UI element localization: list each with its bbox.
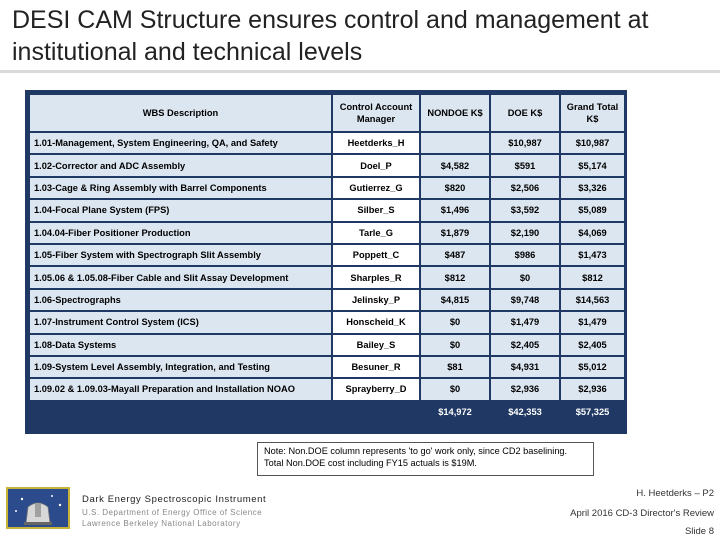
wbs-description: 1.03-Cage & Ring Assembly with Barrel Co… <box>30 177 331 199</box>
wbs-description: 1.05.06 & 1.05.08-Fiber Cable and Slit A… <box>30 267 331 288</box>
table-row: 1.06-Spectrographs Jelinsky_P $4,815 $9,… <box>30 289 624 311</box>
cam-table: WBS Description Control Account Manager … <box>28 93 626 424</box>
nondoe-value: $820 <box>421 177 489 199</box>
author: H. Heetderks – P2 <box>636 488 714 499</box>
nondoe-value: $0 <box>421 379 489 400</box>
grand-total-value: $10,987 <box>561 133 624 154</box>
grand-total-value: $5,174 <box>561 155 624 176</box>
manager: Doel_P <box>333 155 419 176</box>
manager: Bailey_S <box>333 334 419 355</box>
nondoe-total: $14,972 <box>421 401 489 423</box>
wbs-description: 1.09-System Level Assembly, Integration,… <box>30 356 331 378</box>
grand-total-value: $5,089 <box>561 200 624 221</box>
grand-total-value: $2,405 <box>561 334 624 355</box>
manager: Gutierrez_G <box>333 177 419 199</box>
nondoe-value: $487 <box>421 244 489 266</box>
doe-value: $9,748 <box>491 289 559 311</box>
doe-total: $42,353 <box>491 401 559 423</box>
table-header-row: WBS Description Control Account Manager … <box>30 95 624 131</box>
doe-value: $591 <box>491 155 559 176</box>
nondoe-value: $0 <box>421 312 489 333</box>
manager: Sprayberry_D <box>333 379 419 400</box>
grand-total-value: $4,069 <box>561 222 624 243</box>
header-doe: DOE K$ <box>491 95 559 131</box>
wbs-description: 1.07-Instrument Control System (ICS) <box>30 312 331 333</box>
event: April 2016 CD-3 Director's Review <box>570 508 714 519</box>
wbs-description: 1.01-Management, System Engineering, QA,… <box>30 133 331 154</box>
header-grand-total: Grand Total K$ <box>561 95 624 131</box>
nondoe-value: $0 <box>421 334 489 355</box>
manager: Jelinsky_P <box>333 289 419 311</box>
doe-value: $2,405 <box>491 334 559 355</box>
nondoe-value: $81 <box>421 356 489 378</box>
doe-value: $0 <box>491 267 559 288</box>
doe-value: $2,190 <box>491 222 559 243</box>
table-row: 1.07-Instrument Control System (ICS) Hon… <box>30 312 624 333</box>
table-row: 1.03-Cage & Ring Assembly with Barrel Co… <box>30 177 624 199</box>
doe-value: $2,506 <box>491 177 559 199</box>
totals-spacer <box>30 401 331 423</box>
totals-row: $14,972 $42,353 $57,325 <box>30 401 624 423</box>
table-row: 1.05.06 & 1.05.08-Fiber Cable and Slit A… <box>30 267 624 288</box>
header-wbs-description: WBS Description <box>30 95 331 131</box>
doe-value: $3,592 <box>491 200 559 221</box>
manager: Heetderks_H <box>333 133 419 154</box>
nondoe-value <box>421 133 489 154</box>
slide-number: Slide 8 <box>684 526 714 537</box>
grand-total: $57,325 <box>561 401 624 423</box>
nondoe-value: $4,815 <box>421 289 489 311</box>
doe-office: U.S. Department of Energy Office of Scie… <box>82 508 263 517</box>
org-name: Dark Energy Spectroscopic Instrument <box>82 494 267 505</box>
nondoe-value: $1,496 <box>421 200 489 221</box>
manager: Sharples_R <box>333 267 419 288</box>
nondoe-value: $812 <box>421 267 489 288</box>
wbs-description: 1.08-Data Systems <box>30 334 331 355</box>
doe-value: $1,479 <box>491 312 559 333</box>
table-row: 1.04-Focal Plane System (FPS) Silber_S $… <box>30 200 624 221</box>
nondoe-value: $4,582 <box>421 155 489 176</box>
wbs-description: 1.04-Focal Plane System (FPS) <box>30 200 331 221</box>
wbs-description: 1.06-Spectrographs <box>30 289 331 311</box>
doe-value: $986 <box>491 244 559 266</box>
grand-total-value: $812 <box>561 267 624 288</box>
grand-total-value: $2,936 <box>561 379 624 400</box>
title-divider <box>0 70 720 73</box>
wbs-description: 1.02-Corrector and ADC Assembly <box>30 155 331 176</box>
grand-total-value: $14,563 <box>561 289 624 311</box>
manager: Poppett_C <box>333 244 419 266</box>
grand-total-value: $3,326 <box>561 177 624 199</box>
nondoe-value: $1,879 <box>421 222 489 243</box>
cost-note: Note: Non.DOE column represents 'to go' … <box>257 442 594 476</box>
manager: Honscheid_K <box>333 312 419 333</box>
table-row: 1.01-Management, System Engineering, QA,… <box>30 133 624 154</box>
doe-value: $2,936 <box>491 379 559 400</box>
header-control-account-manager: Control Account Manager <box>333 95 419 131</box>
table-row: 1.04.04-Fiber Positioner Production Tarl… <box>30 222 624 243</box>
wbs-description: 1.09.02 & 1.09.03-Mayall Preparation and… <box>30 379 331 400</box>
desi-logo <box>6 487 70 529</box>
header-nondoe: NONDOE K$ <box>421 95 489 131</box>
manager: Silber_S <box>333 200 419 221</box>
slide-title: DESI CAM Structure ensures control and m… <box>12 6 649 66</box>
table-row: 1.05-Fiber System with Spectrograph Slit… <box>30 244 624 266</box>
table-row: 1.09.02 & 1.09.03-Mayall Preparation and… <box>30 379 624 400</box>
manager: Tarle_G <box>333 222 419 243</box>
totals-spacer <box>333 401 419 423</box>
doe-value: $10,987 <box>491 133 559 154</box>
wbs-description: 1.04.04-Fiber Positioner Production <box>30 222 331 243</box>
grand-total-value: $5,012 <box>561 356 624 378</box>
cam-table-frame: WBS Description Control Account Manager … <box>25 90 627 434</box>
grand-total-value: $1,479 <box>561 312 624 333</box>
table-row: 1.09-System Level Assembly, Integration,… <box>30 356 624 378</box>
table-row: 1.08-Data Systems Bailey_S $0 $2,405 $2,… <box>30 334 624 355</box>
telescope-icon <box>8 489 68 527</box>
manager: Besuner_R <box>333 356 419 378</box>
table-row: 1.02-Corrector and ADC Assembly Doel_P $… <box>30 155 624 176</box>
grand-total-value: $1,473 <box>561 244 624 266</box>
lab-name: Lawrence Berkeley National Laboratory <box>82 519 241 528</box>
wbs-description: 1.05-Fiber System with Spectrograph Slit… <box>30 244 331 266</box>
doe-value: $4,931 <box>491 356 559 378</box>
